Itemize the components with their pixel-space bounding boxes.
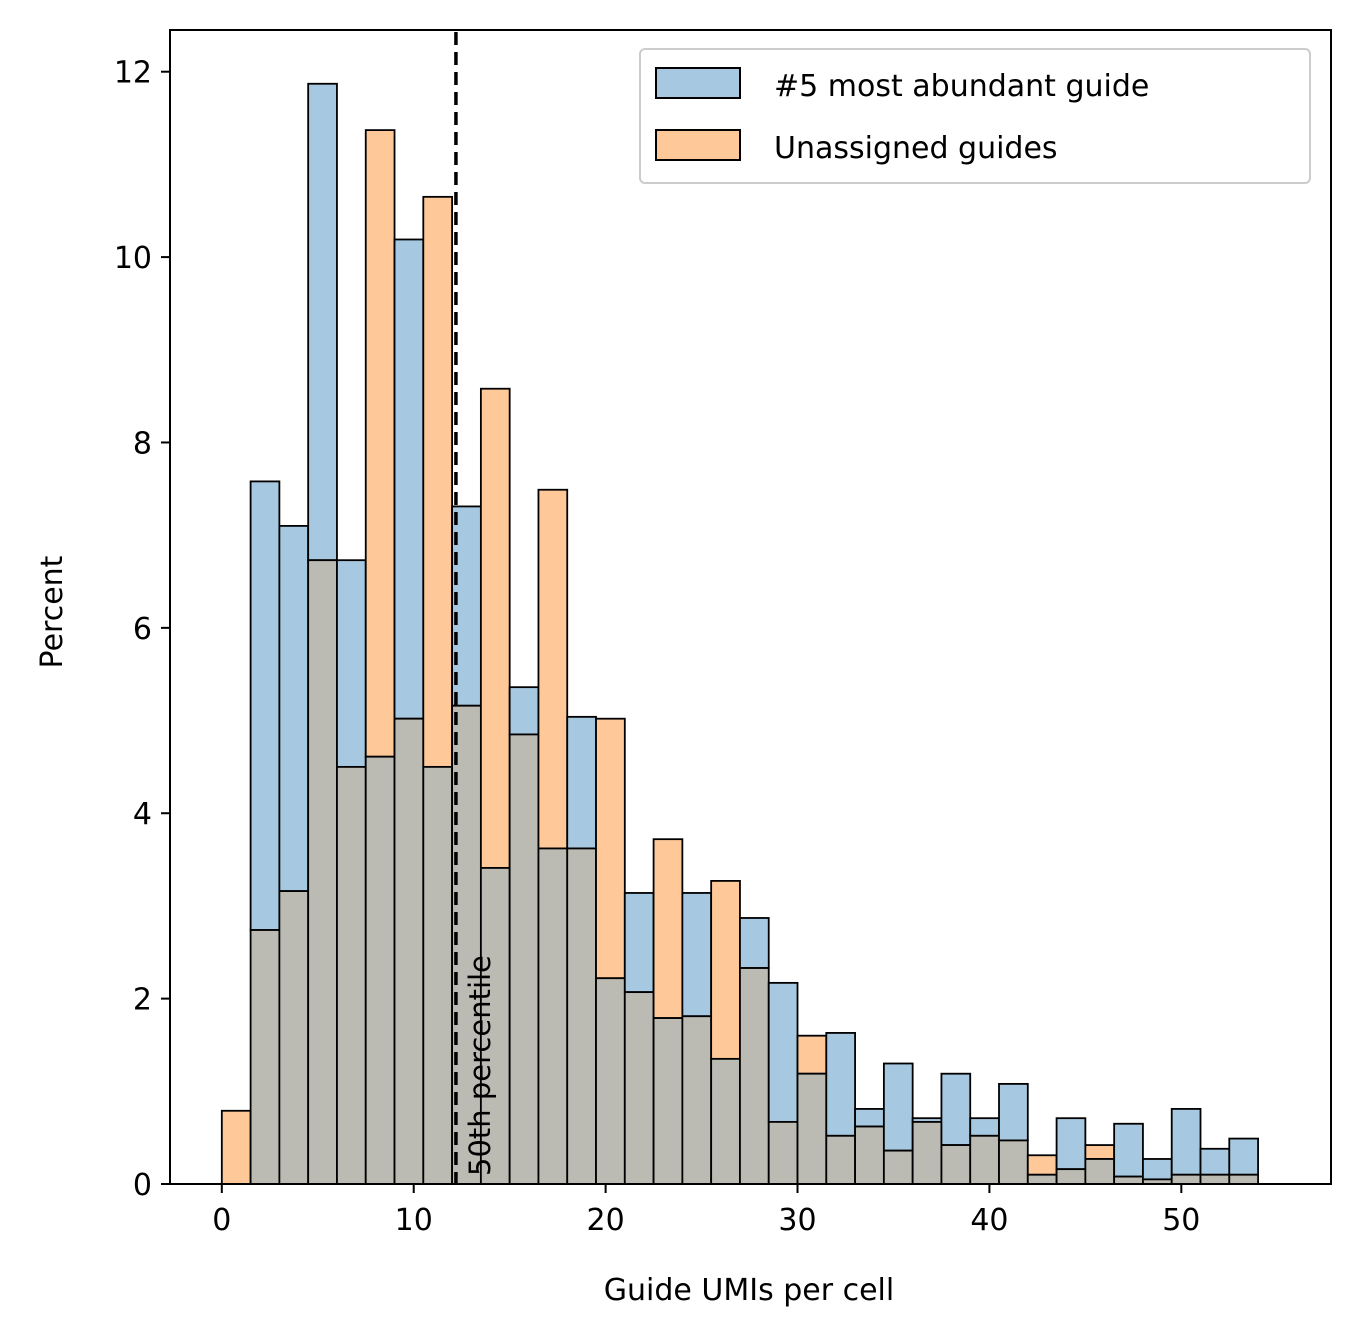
bar-unassigned-guides [595,717,626,980]
x-tick-label: 10 [395,1203,433,1238]
x-tick-label: 20 [587,1203,625,1238]
legend: #5 most abundant guide Unassigned guides [639,48,1311,184]
bar-most-abundant-guide [307,82,338,562]
bar-overlap [566,847,597,1185]
bar-unassigned-guides [364,129,396,758]
legend-label: #5 most abundant guide [774,69,1149,104]
bar-most-abundant-guide [1113,1122,1144,1178]
legend-label: Unassigned guides [774,131,1058,166]
bar-overlap [249,929,281,1185]
bar-overlap [882,1149,914,1185]
bar-most-abundant-guide [854,1108,885,1128]
bar-overlap [911,1120,943,1185]
y-tick-label: 2 [133,983,152,1018]
bar-most-abundant-guide [1142,1158,1173,1181]
y-tick-label: 4 [133,797,152,832]
bar-unassigned-guides [1084,1144,1116,1160]
bar-overlap [1055,1168,1087,1185]
bar-most-abundant-guide [940,1072,972,1146]
bar-overlap [739,967,770,1185]
bar-overlap [1199,1173,1231,1185]
bar-overlap [940,1144,972,1185]
bar-most-abundant-guide [882,1062,914,1152]
bar-overlap [623,991,655,1185]
bar-overlap [1026,1173,1058,1185]
bar-most-abundant-guide [623,892,655,994]
bar-most-abundant-guide [767,981,799,1123]
bar-most-abundant-guide [1055,1117,1087,1171]
plot-frame [169,29,1332,1185]
bar-most-abundant-guide [1228,1137,1259,1176]
bar-most-abundant-guide [998,1082,1029,1142]
x-tick-label: 40 [970,1203,1008,1238]
bar-most-abundant-guide [336,559,367,768]
y-tick-label: 12 [114,56,152,91]
bar-most-abundant-guide [1199,1147,1231,1176]
bar-overlap [1084,1158,1116,1185]
bar-overlap [710,1057,741,1185]
bar-overlap [767,1120,799,1185]
bar-overlap [681,1015,713,1185]
bar-most-abundant-guide [249,480,281,931]
bar-overlap [1170,1173,1202,1185]
y-tick-label: 10 [114,241,152,276]
bar-overlap [796,1072,828,1185]
bar-overlap [537,847,569,1185]
bar-unassigned-guides [710,880,741,1060]
bar-most-abundant-guide [278,524,310,892]
bar-overlap [1113,1175,1144,1185]
bar-unassigned-guides [422,195,453,768]
x-axis-label: Guide UMIs per cell [604,1273,894,1308]
y-tick-label: 8 [133,426,152,461]
x-tick-label: 0 [212,1203,231,1238]
bar-most-abundant-guide [508,686,540,736]
x-tick-label: 50 [1162,1203,1200,1238]
bar-overlap [364,755,396,1185]
bar-overlap [393,717,425,1185]
bar-most-abundant-guide [739,917,770,969]
legend-swatch [655,129,741,161]
y-axis-label: Percent [35,555,70,668]
bar-most-abundant-guide [969,1117,1000,1137]
percentile-label: 50th percentile [463,955,497,1176]
bar-overlap [854,1125,885,1185]
annotation-layer: 50th percentile [454,32,497,1184]
bar-unassigned-guides [796,1034,828,1075]
bar-overlap [998,1139,1029,1185]
bar-unassigned-guides [652,838,684,1019]
bar-overlap [336,765,367,1185]
bar-most-abundant-guide [825,1032,856,1137]
legend-swatch [655,67,741,99]
y-tick-label: 6 [133,612,152,647]
bar-unassigned-guides [479,387,511,869]
bar-overlap [307,559,338,1185]
bar-most-abundant-guide [681,892,713,1018]
bar-overlap [825,1134,856,1185]
bar-unassigned-guides [220,1109,252,1185]
bar-overlap [422,765,453,1185]
legend-box [639,48,1311,184]
bar-most-abundant-guide [393,238,425,720]
bar-overlap [278,890,310,1185]
axes-layer: 0 10 20 30 40 50 0 2 4 6 8 10 12 [114,29,1332,1238]
y-tick-label: 0 [133,1168,152,1203]
x-tick-label: 30 [778,1203,816,1238]
bar-most-abundant-guide [566,715,597,850]
bar-most-abundant-guide [1170,1108,1202,1176]
bar-overlap [508,733,540,1185]
bar-overlap [1228,1173,1259,1185]
bar-unassigned-guides [1026,1154,1058,1176]
bar-unassigned-guides [537,488,569,850]
bar-overlap [595,977,626,1185]
bars-layer [220,82,1259,1185]
bar-overlap [969,1134,1000,1185]
bar-overlap [652,1017,684,1185]
